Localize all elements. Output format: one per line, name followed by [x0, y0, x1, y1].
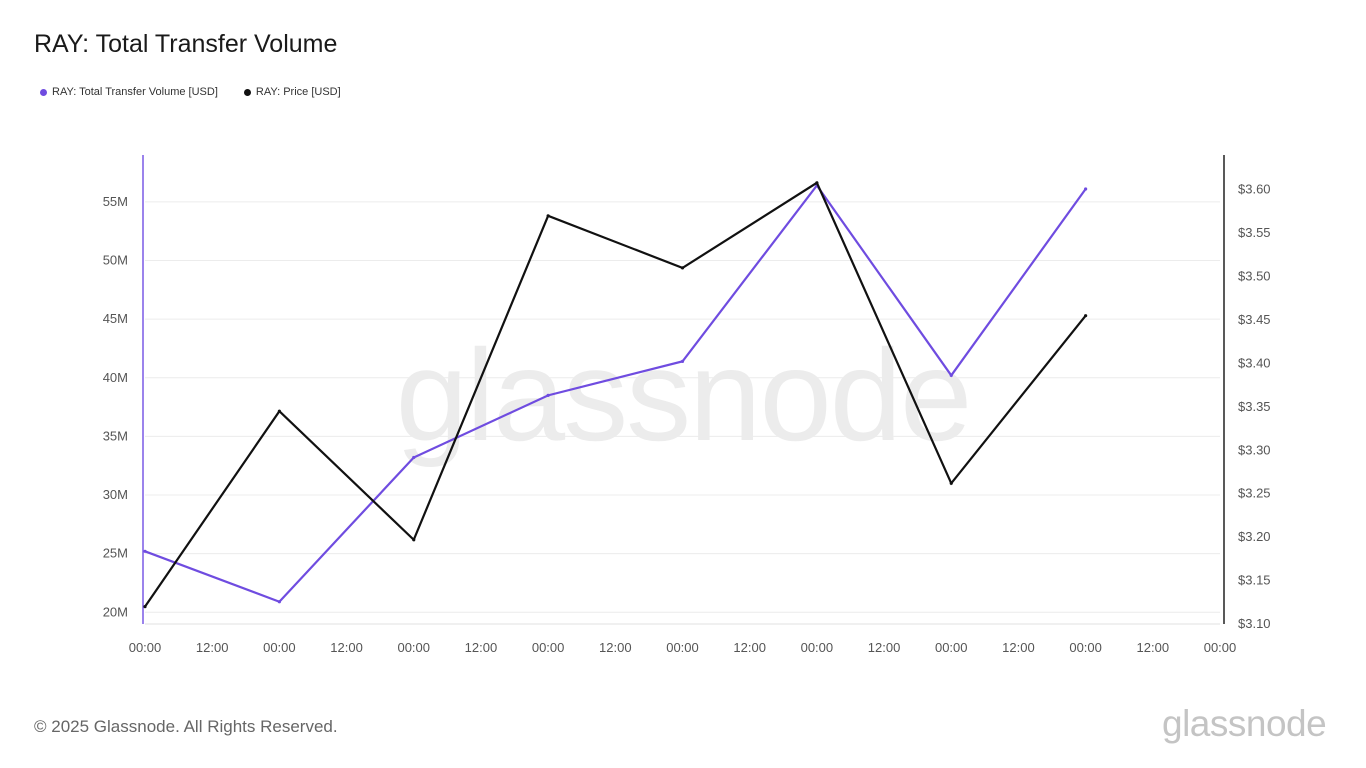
y-left-tick-label: 30M [103, 487, 128, 502]
x-tick-label: 12:00 [196, 640, 229, 655]
data-point-volume [277, 600, 281, 604]
x-tick-label: 12:00 [599, 640, 632, 655]
data-point-price [277, 409, 281, 413]
data-point-price [815, 181, 819, 185]
legend-label-volume: RAY: Total Transfer Volume [USD] [52, 86, 218, 98]
data-point-price [546, 214, 550, 218]
y-left-tick-label: 50M [103, 253, 128, 268]
y-right-tick-label: $3.25 [1238, 486, 1271, 501]
x-ticks: 00:00 12:00 00:00 12:00 00:00 12:00 00:00 12:00… [129, 640, 1237, 655]
data-point-price [949, 481, 953, 485]
chart-title: RAY: Total Transfer Volume [34, 30, 338, 58]
y-left-ticks: 20M 25M 30M 35M 40M 45M 50M 55M [103, 194, 128, 619]
y-right-tick-label: $3.55 [1238, 225, 1271, 240]
x-tick-label: 12:00 [1137, 640, 1170, 655]
x-tick-label: 00:00 [935, 640, 968, 655]
x-tick-label: 12:00 [733, 640, 766, 655]
x-tick-label: 00:00 [801, 640, 834, 655]
y-right-tick-label: $3.60 [1238, 182, 1271, 197]
y-right-tick-label: $3.15 [1238, 573, 1271, 588]
y-right-ticks: $3.10 $3.15 $3.20 $3.25 $3.30 $3.35 $3.40 $3.45… [1238, 182, 1271, 631]
y-left-tick-label: 45M [103, 311, 128, 326]
y-left-tick-label: 40M [103, 370, 128, 385]
data-point-volume [143, 549, 147, 553]
x-tick-label: 12:00 [1002, 640, 1035, 655]
y-right-tick-label: $3.45 [1238, 312, 1271, 327]
x-tick-label: 00:00 [397, 640, 430, 655]
data-point-volume [546, 393, 550, 397]
x-tick-label: 12:00 [868, 640, 901, 655]
y-right-tick-label: $3.40 [1238, 355, 1271, 370]
watermark-text: glassnode [396, 322, 971, 468]
y-right-tick-label: $3.50 [1238, 269, 1271, 284]
legend-dot-price [243, 88, 251, 96]
x-tick-label: 12:00 [465, 640, 498, 655]
legend-item-price[interactable]: RAY: Price [USD] [243, 86, 341, 98]
x-tick-label: 00:00 [1069, 640, 1102, 655]
y-left-tick-label: 25M [103, 546, 128, 561]
data-point-price [412, 538, 416, 542]
data-point-volume [680, 359, 685, 363]
x-tick-label: 00:00 [666, 640, 699, 655]
data-point-volume [412, 455, 416, 460]
y-right-tick-label: $3.35 [1238, 399, 1271, 414]
y-left-tick-label: 20M [103, 604, 128, 619]
x-tick-label: 00:00 [532, 640, 565, 655]
legend-item-volume[interactable]: RAY: Total Transfer Volume [USD] [40, 86, 218, 98]
legend: RAY: Total Transfer Volume [USD] RAY: Pr… [40, 86, 341, 98]
series-group [143, 181, 1088, 609]
series-line-volume [144, 183, 1087, 604]
x-tick-label: 00:00 [263, 640, 296, 655]
x-tick-label: 12:00 [330, 640, 363, 655]
data-point-volume [949, 373, 953, 378]
brand-logo-text: glassnode [1162, 703, 1327, 744]
y-right-tick-label: $3.10 [1238, 616, 1271, 631]
data-point-price [680, 266, 685, 270]
x-tick-label: 00:00 [129, 640, 162, 655]
series-line-price [144, 181, 1087, 608]
legend-label-price: RAY: Price [USD] [255, 86, 341, 98]
y-right-tick-label: $3.20 [1238, 529, 1271, 544]
copyright-text: © 2025 Glassnode. All Rights Reserved. [34, 717, 338, 736]
grid-lines [145, 201, 1220, 613]
data-point-price [143, 605, 147, 609]
y-left-tick-label: 35M [103, 428, 128, 443]
data-point-volume [1084, 187, 1088, 191]
y-left-tick-label: 55M [103, 194, 128, 209]
legend-dot-volume [40, 88, 47, 96]
y-right-tick-label: $3.30 [1238, 442, 1271, 457]
x-tick-label: 00:00 [1204, 640, 1237, 655]
data-point-price [1084, 314, 1088, 318]
